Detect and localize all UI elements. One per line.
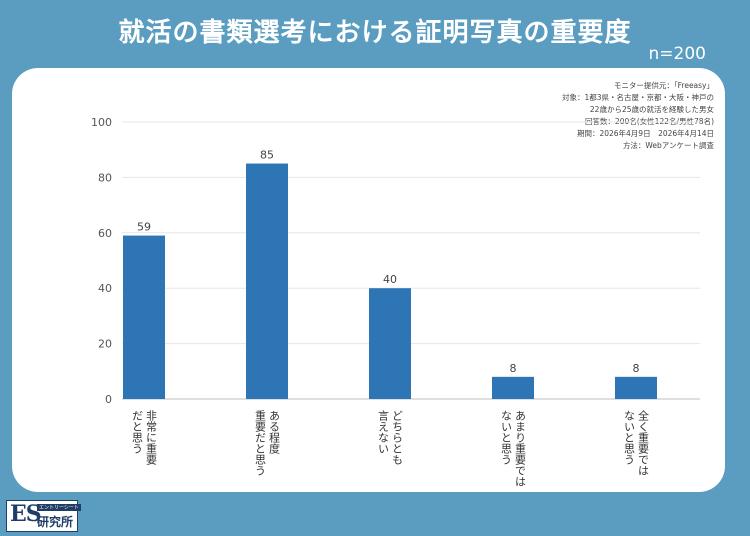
data-label: 40 <box>383 273 397 286</box>
x-tick-label: ある程度 <box>268 410 281 455</box>
y-tick-label: 40 <box>98 282 112 295</box>
note-line: 22歳から25歳の就活を経験した男女 <box>589 105 714 114</box>
data-label: 59 <box>137 221 151 234</box>
note-line: 対象：1都3県・名古屋・京都・大阪・神戸の <box>561 93 714 102</box>
x-tick-label: ないと思う <box>500 410 513 465</box>
chart-title: 就活の書類選考における証明写真の重要度 <box>118 18 632 48</box>
y-tick-label: 80 <box>98 171 112 184</box>
data-label: 85 <box>260 149 274 162</box>
x-tick-label: どちらとも <box>391 410 404 465</box>
x-tick-label: だと思う <box>131 410 144 454</box>
y-tick-label: 20 <box>98 338 112 351</box>
note-line: 方法：Webアンケート調査 <box>622 141 714 150</box>
bar <box>369 288 411 399</box>
x-tick-label: 全く重要では <box>637 409 650 476</box>
x-tick-label: ないと思う <box>623 410 636 465</box>
logo-tagline: エントリーシート <box>37 504 81 511</box>
x-tick-label: 非常に重要 <box>145 410 158 466</box>
y-tick-label: 60 <box>98 227 112 240</box>
y-tick-label: 0 <box>105 393 112 406</box>
x-tick-label: 重要だと思う <box>254 409 267 476</box>
sample-size: n=200 <box>648 44 706 64</box>
data-label: 8 <box>633 362 640 375</box>
note-line: 期間：2026年4月9日 2026年4月14日 <box>576 129 714 138</box>
es-lab-logo: ES エントリーシート 研究所 <box>6 500 81 532</box>
logo-name: 研究所 <box>37 515 74 529</box>
data-label: 8 <box>510 362 517 375</box>
x-tick-label: あまり重要では <box>514 410 527 487</box>
logo-mark: ES <box>10 501 42 527</box>
bar <box>615 376 657 399</box>
bar <box>246 163 288 399</box>
bar <box>123 235 165 399</box>
bar <box>492 376 534 399</box>
note-line: モニター提供元：「Freeasy」 <box>613 81 714 90</box>
y-tick-label: 100 <box>91 116 112 129</box>
x-tick-label: 言えない <box>377 410 390 454</box>
